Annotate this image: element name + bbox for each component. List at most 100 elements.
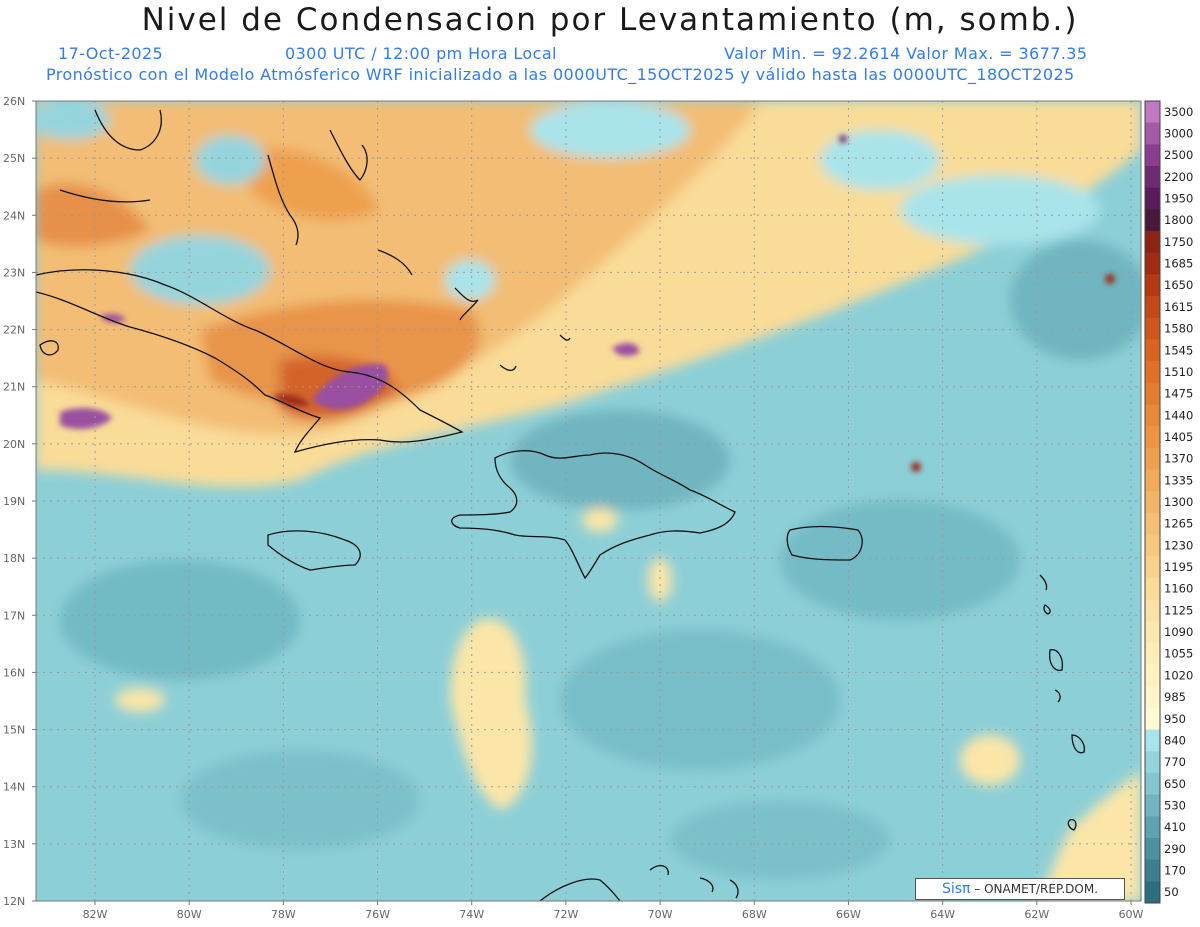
lon-tick-label: 70W <box>648 908 673 921</box>
colorbar-swatch <box>1145 642 1160 666</box>
lon-tick-label: 72W <box>553 908 578 921</box>
lat-tick-label: 14N <box>3 781 25 794</box>
colorbar-label: 840 <box>1164 733 1186 747</box>
lcl-field <box>36 101 1141 901</box>
lat-tick-label: 17N <box>3 609 25 622</box>
colorbar-swatch <box>1145 122 1160 145</box>
lat-tick-label: 24N <box>3 209 25 222</box>
colorbar-swatch <box>1145 621 1160 644</box>
credit-box: Sisπ – ONAMET/REP.DOM. <box>915 878 1125 900</box>
lat-tick-label: 18N <box>3 552 25 565</box>
colorbar-swatch <box>1145 816 1160 839</box>
colorbar-swatch <box>1145 447 1160 470</box>
colorbar-swatch <box>1145 252 1160 275</box>
colorbar-swatch <box>1145 209 1160 232</box>
colorbar-label: 3500 <box>1164 105 1193 119</box>
colorbar-label: 2200 <box>1164 170 1193 184</box>
colorbar-swatch <box>1145 837 1160 861</box>
colorbar-label: 950 <box>1164 712 1186 726</box>
lat-tick-label: 25N <box>3 152 25 165</box>
colorbar-swatch <box>1145 707 1160 731</box>
colorbar-swatch <box>1145 166 1160 189</box>
colorbar-label: 1195 <box>1164 560 1193 574</box>
colorbar-label: 1950 <box>1164 192 1193 206</box>
map-title: Nivel de Condensacion por Levantamiento … <box>141 2 1079 38</box>
lat-tick-label: 19N <box>3 495 25 508</box>
colorbar-swatch <box>1145 491 1160 514</box>
colorbar-swatch <box>1145 382 1160 405</box>
colorbar-label: 1055 <box>1164 647 1193 661</box>
colorbar: 3500 3000 2500 2200 1950 1800 1750 1685 1650 1615… <box>1144 100 1193 904</box>
graticule <box>36 101 1141 901</box>
colorbar-swatch <box>1145 469 1160 492</box>
lon-tick-label: 62W <box>1024 908 1049 921</box>
lat-tick-label: 12N <box>3 895 25 908</box>
colorbar-swatch <box>1145 577 1160 601</box>
colorbar-swatch <box>1145 686 1160 709</box>
colorbar-label: 3000 <box>1164 127 1193 141</box>
colorbar-label: 1370 <box>1164 452 1193 466</box>
colorbar-swatch <box>1145 231 1160 254</box>
colorbar-label: 1265 <box>1164 517 1193 531</box>
colorbar-label: 1750 <box>1164 235 1193 249</box>
colorbar-label: 1545 <box>1164 343 1193 357</box>
colorbar-label: 1475 <box>1164 387 1193 401</box>
coastlines <box>36 109 1086 901</box>
colorbar-label: 1335 <box>1164 473 1193 487</box>
lat-tick-label: 21N <box>3 381 25 394</box>
colorbar-swatch <box>1145 751 1160 774</box>
colorbar-swatch <box>1145 404 1160 427</box>
colorbar-swatch <box>1145 144 1160 167</box>
colorbar-label: 1020 <box>1164 668 1193 682</box>
lat-tick-label: 26N <box>3 95 25 108</box>
forecast-time: 0300 UTC / 12:00 pm Hora Local <box>285 44 557 63</box>
lat-tick-label: 16N <box>3 666 25 679</box>
lon-tick-label: 64W <box>930 908 955 921</box>
colorbar-swatch <box>1145 664 1160 687</box>
lon-tick-label: 82W <box>83 908 108 921</box>
colorbar-swatch <box>1145 426 1160 449</box>
colorbar-label: 1650 <box>1164 278 1193 292</box>
colorbar-label: 650 <box>1164 777 1186 791</box>
lat-tick-label: 20N <box>3 438 25 451</box>
colorbar-swatch <box>1145 339 1160 362</box>
longitude-axis: 82W 80W 78W 76W 74W 72W 70W 68W 66W 64W 62W 60W <box>83 901 1144 921</box>
model-description: Pronóstico con el Modelo Atmósferico WRF… <box>46 65 1075 84</box>
lon-tick-label: 60W <box>1119 908 1144 921</box>
colorbar-label: 1580 <box>1164 322 1193 336</box>
credit-text: – ONAMET/REP.DOM. <box>974 882 1099 896</box>
colorbar-label: 530 <box>1164 798 1186 812</box>
colorbar-label: 1160 <box>1164 582 1193 596</box>
latitude-axis: 26N 25N 24N 23N 22N 21N 20N 19N 18N 17N 16N 15N 14N 1… <box>3 95 36 908</box>
lat-tick-label: 15N <box>3 724 25 737</box>
lon-tick-label: 68W <box>742 908 767 921</box>
colorbar-label: 1440 <box>1164 408 1193 422</box>
colorbar-swatch <box>1145 599 1160 622</box>
lon-tick-label: 74W <box>459 908 484 921</box>
lon-tick-label: 76W <box>365 908 390 921</box>
colorbar-swatch <box>1145 794 1160 817</box>
colorbar-label: 1090 <box>1164 625 1193 639</box>
colorbar-swatch <box>1145 274 1160 297</box>
lon-tick-label: 66W <box>836 908 861 921</box>
colorbar-swatch <box>1145 534 1160 557</box>
colorbar-swatch <box>1145 187 1160 210</box>
colorbar-swatch <box>1145 859 1160 882</box>
colorbar-label: 985 <box>1164 690 1186 704</box>
colorbar-label: 1405 <box>1164 430 1193 444</box>
colorbar-swatch <box>1145 101 1160 124</box>
lon-tick-label: 80W <box>177 908 202 921</box>
colorbar-swatch <box>1145 772 1160 796</box>
colorbar-swatch <box>1145 361 1160 384</box>
colorbar-label: 1300 <box>1164 495 1193 509</box>
lat-tick-label: 22N <box>3 324 25 337</box>
forecast-date: 17-Oct-2025 <box>58 44 164 63</box>
colorbar-label: 170 <box>1164 863 1186 877</box>
colorbar-label: 1685 <box>1164 257 1193 271</box>
colorbar-label: 1800 <box>1164 213 1193 227</box>
lat-tick-label: 13N <box>3 838 25 851</box>
colorbar-swatch <box>1145 729 1160 752</box>
colorbar-swatch <box>1145 317 1160 340</box>
lon-tick-label: 78W <box>271 908 296 921</box>
